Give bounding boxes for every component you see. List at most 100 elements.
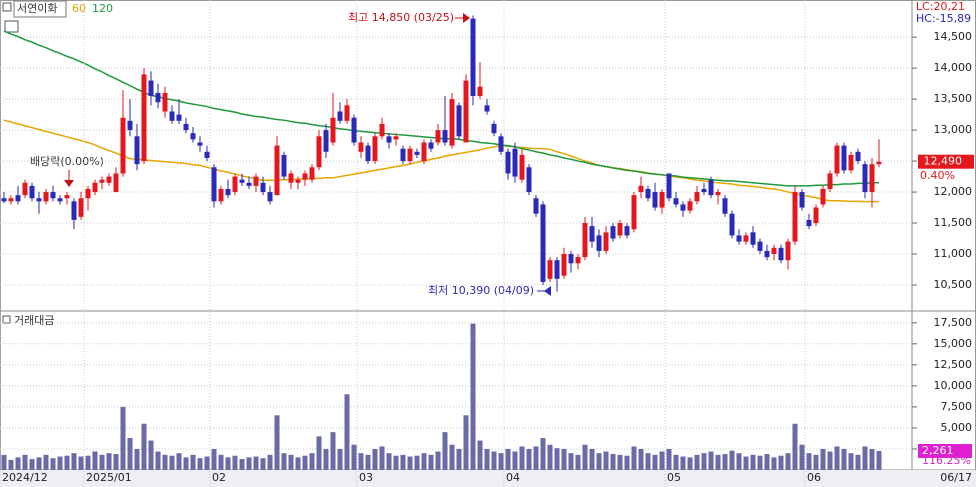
candle-body — [435, 130, 441, 143]
volume-bar — [78, 456, 84, 470]
candle-body — [421, 142, 427, 162]
candle-body — [64, 195, 70, 199]
candle-body — [722, 198, 728, 214]
volume-bar — [687, 457, 693, 470]
volume-bar — [57, 456, 63, 470]
volume-bar — [498, 453, 504, 470]
candle-body — [575, 257, 581, 264]
candle-body — [673, 198, 679, 205]
candle-body — [211, 167, 217, 202]
candle-body — [176, 114, 182, 121]
low-annotation: 최저 10,390 (04/09) — [428, 284, 534, 297]
table-icon[interactable] — [4, 20, 19, 33]
hc-label: HC:-15,89 — [916, 12, 971, 25]
candle-body — [428, 142, 434, 149]
volume-bar — [239, 459, 245, 470]
volume-bar — [309, 453, 315, 470]
candle-body — [43, 192, 49, 202]
y-tick-label: 10,000 — [934, 379, 973, 392]
volume-bar — [323, 448, 329, 470]
x-tick-label: 2024/12 — [2, 471, 48, 484]
volume-bar — [652, 454, 658, 470]
candle-body — [848, 154, 854, 171]
candle-body — [113, 173, 119, 193]
volume-bar — [295, 457, 301, 470]
volume-bar — [141, 423, 147, 470]
candle-body — [295, 179, 301, 183]
volume-bar — [190, 454, 196, 470]
candle-body — [225, 188, 231, 196]
volume-bar — [85, 455, 91, 470]
candle-body — [477, 86, 483, 97]
volume-bar — [589, 448, 595, 470]
candle-body — [512, 148, 518, 177]
volume-bar — [708, 451, 714, 470]
y-tick-label: 11,500 — [934, 216, 973, 229]
candle-body — [239, 179, 245, 183]
volume-bar — [484, 448, 490, 470]
volume-bar — [22, 454, 28, 470]
volume-bar — [449, 444, 455, 470]
x-tick-label: 05 — [667, 471, 681, 484]
volume-bar — [358, 453, 364, 470]
y-tick-label: 11,000 — [934, 247, 973, 260]
volume-bar — [848, 453, 854, 470]
candle-body — [771, 247, 777, 255]
y-tick-label: 12,000 — [934, 185, 973, 198]
candle-body — [253, 176, 259, 186]
volume-bar — [379, 446, 385, 470]
candle-body — [50, 192, 56, 199]
title-box — [13, 0, 67, 18]
candle-body — [134, 136, 140, 165]
volume-bar — [834, 446, 840, 470]
candle-body — [330, 117, 336, 143]
candle-body — [470, 18, 476, 97]
volume-bar — [386, 453, 392, 470]
change-label: 0.40% — [920, 169, 955, 182]
volume-bar — [176, 453, 182, 470]
volume-bar — [729, 450, 735, 470]
menu-icon[interactable] — [2, 2, 12, 12]
candle-body — [351, 117, 357, 143]
volume-bar — [218, 454, 224, 470]
volume-bar — [232, 455, 238, 470]
candle-body — [652, 192, 658, 208]
x-axis-band — [0, 470, 976, 487]
candle-body — [561, 254, 567, 276]
volume-bar — [757, 455, 763, 470]
volume-bar — [463, 415, 469, 470]
volume-bar — [372, 448, 378, 470]
x-tick-label: 06 — [807, 471, 821, 484]
volume-bar — [526, 448, 532, 470]
volume-bar — [491, 451, 497, 470]
candle-body — [841, 145, 847, 171]
last-volume-box — [918, 443, 972, 458]
volume-bar — [435, 451, 441, 470]
volume-bar — [148, 440, 154, 470]
volume-bar — [505, 448, 511, 470]
candle-body — [365, 145, 371, 162]
candle-body — [785, 241, 791, 261]
candle-body — [743, 235, 749, 242]
volume-bar — [260, 458, 266, 470]
y-tick-label: 7,500 — [941, 400, 973, 413]
candle-body — [694, 192, 700, 202]
volume-bar — [554, 448, 560, 470]
volume-bar — [680, 456, 686, 470]
candle-body — [246, 182, 252, 186]
volume-bar — [400, 454, 406, 470]
candle-body — [204, 151, 210, 158]
volume-bar — [722, 454, 728, 470]
volume-bar — [659, 451, 665, 470]
candle-body — [71, 201, 77, 220]
y-tick-label: 12,500 — [934, 358, 973, 371]
volume-bar — [561, 448, 567, 470]
volume-bar — [428, 454, 434, 470]
candle-body — [190, 133, 196, 140]
menu-icon[interactable] — [2, 315, 11, 324]
volume-bar — [365, 454, 371, 470]
volume-bar — [267, 454, 273, 470]
candle-body — [232, 176, 238, 193]
